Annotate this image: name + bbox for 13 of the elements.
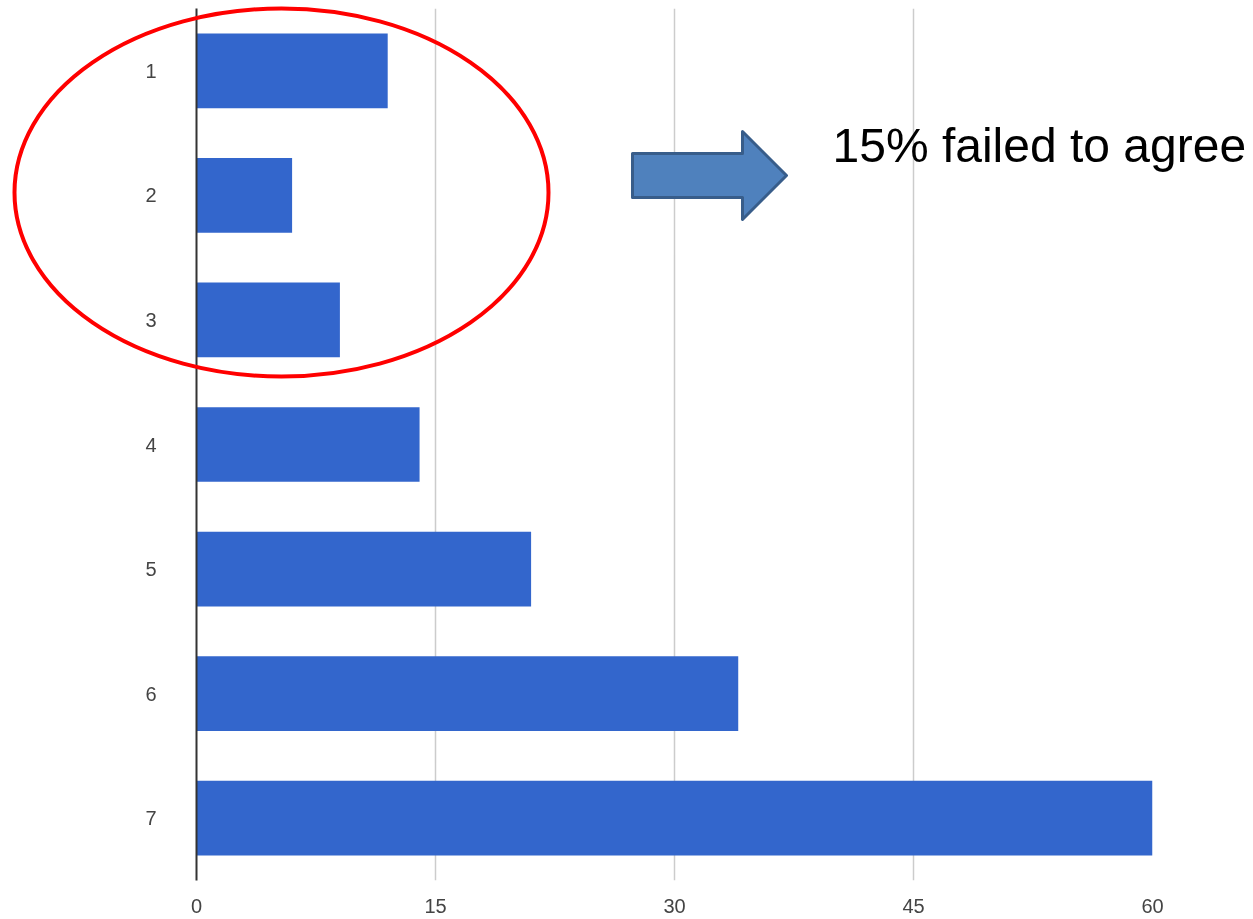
y-tick-label: 7 bbox=[145, 807, 157, 830]
x-tick-label: 0 bbox=[190, 894, 203, 917]
y-tick-label: 5 bbox=[145, 558, 157, 581]
y-tick-label: 3 bbox=[145, 308, 157, 331]
x-tick-label: 60 bbox=[1141, 894, 1164, 917]
y-tick-label: 6 bbox=[145, 682, 157, 705]
y-tick-label: 2 bbox=[145, 184, 157, 207]
annotation: 15% failed to agree bbox=[832, 119, 1247, 172]
x-tick-label: 30 bbox=[663, 894, 686, 917]
x-tick-label: 45 bbox=[902, 894, 925, 917]
x-tick-label: 15 bbox=[424, 894, 447, 917]
y-tick-label: 4 bbox=[145, 433, 157, 456]
y-tick-label: 1 bbox=[145, 59, 157, 82]
